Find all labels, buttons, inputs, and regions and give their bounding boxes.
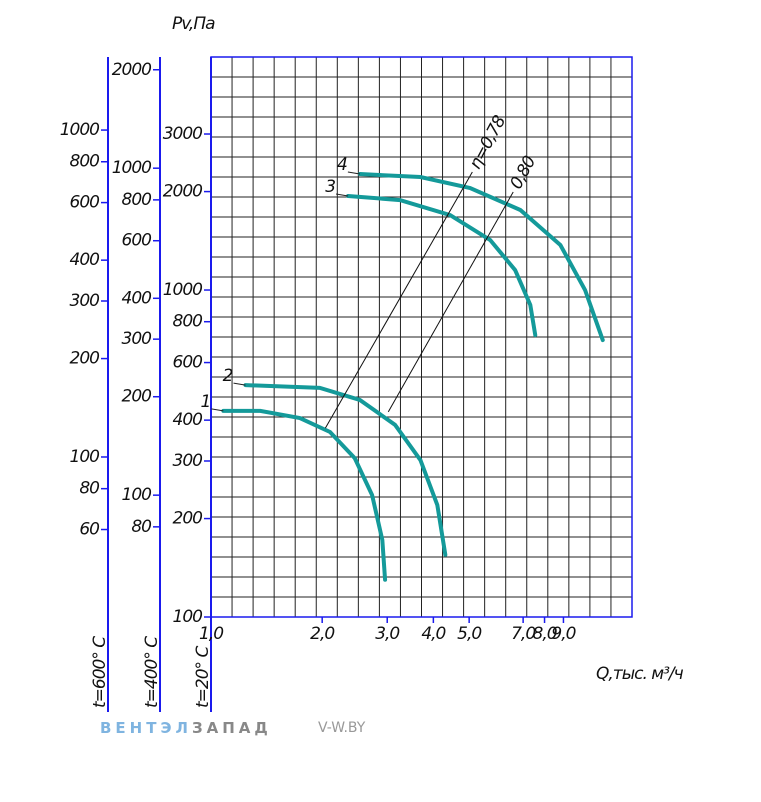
x-tick-label: 2,0: [310, 624, 334, 644]
y-title: Pv,Па: [172, 14, 215, 34]
y-tick-label: 200: [122, 387, 152, 407]
y-tick-label: 1000: [112, 158, 151, 178]
y-tick-label: 600: [173, 353, 203, 373]
y-tick-label: 200: [173, 509, 203, 529]
y-tick-label: 800: [70, 152, 100, 172]
curve-leader: [211, 408, 224, 412]
y-tick-label: 100: [122, 485, 152, 505]
y-tick-label: 100: [70, 447, 100, 467]
y-tick-label: 800: [173, 312, 203, 332]
y-tick-label: 400: [173, 410, 203, 430]
curve-leader: [233, 382, 246, 386]
brand-part: ЗАПАД: [192, 719, 272, 737]
y-tick-label: 200: [70, 349, 100, 369]
y-tick-label: 300: [173, 451, 203, 471]
y-axis-label: t=20° C: [193, 646, 213, 708]
brand-part: ВЕНТЭЛ: [100, 719, 192, 737]
y-tick-label: 2000: [163, 182, 202, 202]
efficiency-label: 0,80: [506, 153, 540, 192]
curve-leader: [335, 193, 349, 197]
fan-curve: [357, 172, 605, 343]
grid-paper: [210, 56, 633, 618]
y-tick-label: 400: [70, 250, 100, 270]
y-axis-label: t=400° C: [142, 636, 162, 708]
y-tick-label: 300: [70, 291, 100, 311]
x-tick-label: 9,0: [551, 624, 575, 644]
y-tick-label: 80: [79, 479, 99, 499]
brand: ВЕНТЭЛЗАПАД: [100, 719, 272, 737]
x-tick-label: 3,0: [375, 624, 399, 644]
y-tick-label: 400: [122, 288, 152, 308]
y-tick-label: 600: [70, 193, 100, 213]
y-tick-label: 2000: [112, 60, 151, 80]
series-label: 4: [337, 155, 347, 175]
y-tick-label: 1000: [60, 120, 99, 140]
x-tick-label: 8,0: [533, 624, 557, 644]
curve-leader: [347, 171, 360, 175]
series-label: 2: [223, 366, 233, 386]
y-tick-label: 60: [79, 520, 99, 540]
x-tick-label: 1,0: [199, 624, 223, 644]
site: V-W.BY: [318, 720, 366, 736]
y-tick-label: 100: [173, 607, 203, 627]
series-label: 3: [325, 177, 335, 197]
y-tick-label: 1000: [163, 280, 202, 300]
efficiency-label: η=0,78: [466, 112, 511, 173]
y-tick-label: 3000: [163, 124, 202, 144]
y-axis-label: t=600° C: [90, 636, 110, 708]
series-label: 1: [201, 392, 211, 412]
x-tick-label: 5,0: [457, 624, 481, 644]
fan-curve: [221, 408, 388, 582]
y-tick-label: 300: [122, 329, 152, 349]
x-title: Q,тыс. м³/ч: [596, 664, 684, 684]
y-tick-label: 80: [131, 517, 151, 537]
y-tick-label: 800: [122, 190, 152, 210]
fan-curve: [243, 383, 448, 557]
efficiency-line: [324, 171, 473, 429]
x-tick-label: 7,0: [511, 624, 535, 644]
efficiency-line: [387, 191, 514, 413]
fan-curve: [346, 193, 538, 338]
x-tick-label: 4,0: [421, 624, 445, 644]
y-tick-label: 600: [122, 231, 152, 251]
